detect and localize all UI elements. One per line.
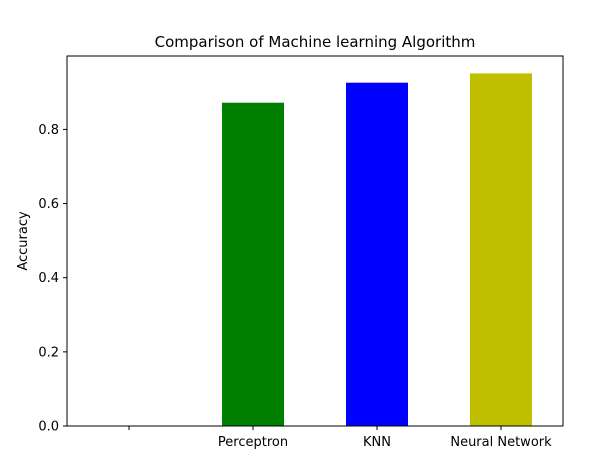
bar-neural-network (470, 73, 532, 427)
y-tick-label: 0.0 (38, 420, 59, 435)
y-axis-label: Accuracy (16, 211, 31, 271)
bar-knn (346, 82, 408, 426)
y-axis-ticks: 0.0 0.2 0.4 0.6 0.8 (38, 123, 67, 435)
bars-group (222, 73, 532, 427)
bar-perceptron (222, 102, 284, 427)
x-tick-label: KNN (363, 435, 391, 450)
y-tick-label: 0.6 (38, 197, 59, 212)
y-tick-label: 0.2 (38, 345, 59, 360)
x-tick-label: Perceptron (218, 435, 288, 450)
y-tick-label: 0.4 (38, 271, 59, 286)
plot-frame (66, 55, 564, 427)
chart-title: Comparison of Machine learning Algorithm (155, 33, 476, 51)
x-tick-label: Neural Network (450, 435, 552, 450)
x-axis-ticks: Perceptron KNN Neural Network (128, 426, 552, 450)
y-tick-label: 0.8 (38, 123, 59, 138)
